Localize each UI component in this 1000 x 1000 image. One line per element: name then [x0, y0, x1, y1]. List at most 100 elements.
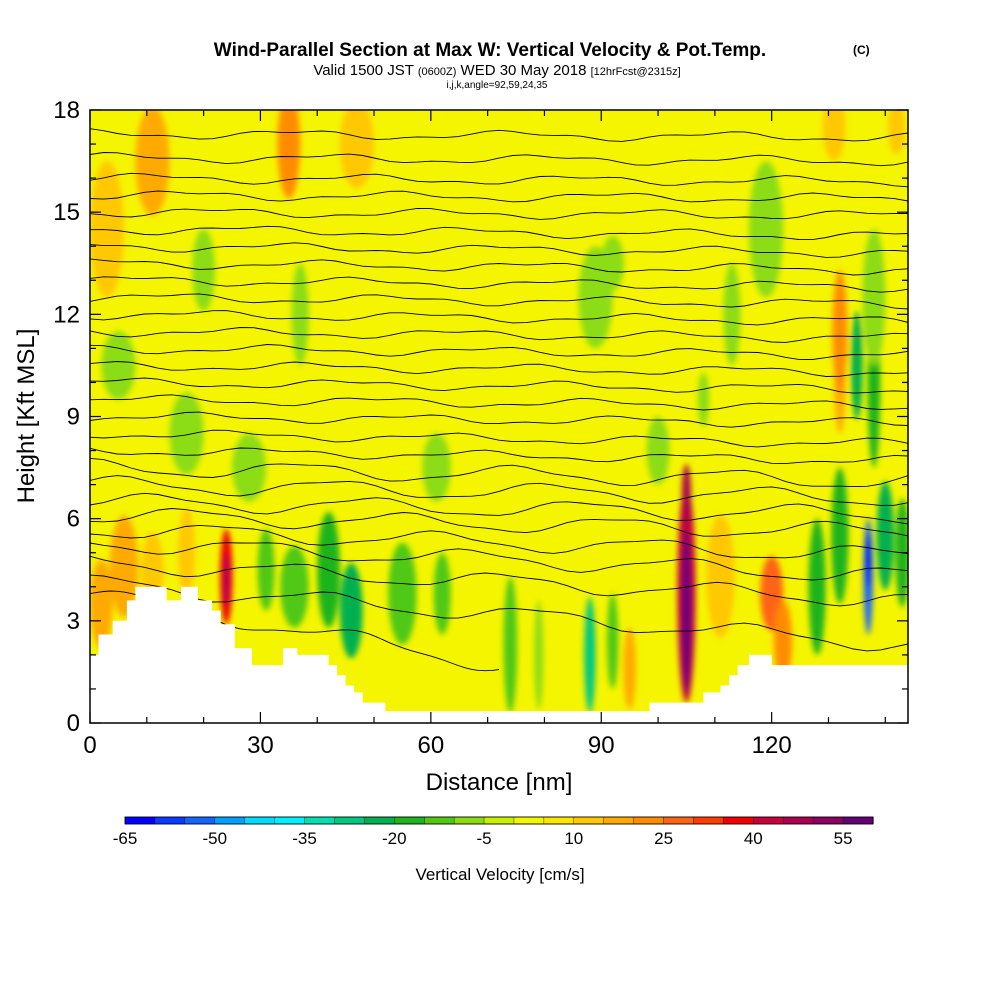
colorbar-swatch-11	[453, 816, 485, 825]
y-tick-label-12: 12	[53, 301, 80, 328]
velocity-cell-40	[601, 236, 624, 291]
velocity-cell-23	[808, 518, 826, 655]
velocity-cell-46	[169, 392, 204, 475]
x-tick-label-60: 60	[417, 732, 444, 759]
colorbar-swatch-18	[663, 816, 695, 825]
colorbar-frame	[124, 816, 874, 825]
y-tick-label-6: 6	[67, 506, 80, 533]
colorbar-swatch-13	[513, 816, 545, 825]
theta-line-16	[90, 327, 908, 343]
colorbar-swatch-1	[154, 816, 186, 825]
y-tick-label-18: 18	[53, 97, 80, 124]
theta-line-27	[90, 128, 908, 142]
velocity-cell-26	[865, 532, 872, 587]
colorbar-swatch-23	[812, 816, 844, 825]
velocity-cell-49	[422, 433, 451, 502]
colorbar-swatch-19	[693, 816, 724, 825]
velocity-cell-22	[773, 600, 793, 683]
colorbar-swatch-5	[274, 816, 306, 825]
colorbar-swatch-2	[184, 816, 216, 825]
velocity-cell-16	[623, 627, 636, 710]
theta-line-4	[90, 524, 908, 559]
colorbar-tick-label-0: -65	[113, 829, 138, 848]
velocity-cell-34	[277, 110, 301, 199]
x-axis-label: Distance [nm]	[426, 769, 573, 796]
colorbar-swatch-4	[244, 816, 276, 825]
velocity-cell-6	[280, 545, 309, 628]
theta-line-14	[90, 361, 908, 377]
velocity-cell-10	[388, 542, 417, 645]
velocity-cell-45	[822, 110, 846, 162]
theta-line-8	[90, 457, 908, 488]
velocity-cell-1	[109, 515, 139, 618]
terrain	[90, 586, 908, 723]
y-tick-label-3: 3	[67, 608, 80, 635]
velocity-cell-7	[257, 528, 275, 611]
y-tick-label-0: 0	[67, 710, 80, 737]
colorbar-swatch-0	[124, 816, 156, 825]
theta-line-18	[90, 293, 908, 310]
y-tick-label-9: 9	[67, 404, 80, 431]
velocity-cell-12	[503, 576, 518, 713]
colorbar-tick-label-8: 55	[834, 829, 853, 848]
velocity-cell-44	[888, 110, 906, 155]
theta-line-6	[90, 492, 908, 525]
y-axis-label: Height [Kft MSL]	[13, 329, 40, 504]
velocity-cell-8	[317, 511, 340, 628]
velocity-cell-36	[90, 161, 125, 298]
colorbar-tick-label-5: 10	[564, 829, 583, 848]
theta-line-17	[90, 310, 908, 326]
colorbar-swatch-12	[483, 816, 515, 825]
colorbar-swatch-7	[334, 816, 365, 825]
colorbar-tick-label-4: -5	[476, 829, 491, 848]
velocity-cell-50	[646, 416, 670, 485]
colorbar-swatch-22	[783, 816, 814, 825]
colorbar-ticks: -65 -50 -35 -20 -5 10 25 40 55	[113, 829, 853, 848]
velocity-cell-31	[832, 270, 848, 393]
velocity-cell-27	[876, 481, 894, 591]
velocity-cell-9	[339, 562, 363, 659]
theta-line-19	[90, 276, 908, 293]
theta-line-21	[90, 242, 908, 258]
x-tick-label-120: 120	[752, 732, 792, 759]
colorbar-swatch-6	[304, 816, 336, 825]
x-tick-label-0: 0	[83, 732, 96, 759]
valid-time: Valid 1500 JST (0600Z) WED 30 May 2018 […	[313, 62, 680, 79]
colorbar-swatch-20	[723, 816, 754, 825]
y-axis: 0 3 6 9 12 15 18	[53, 97, 908, 737]
velocity-cell-5	[223, 552, 230, 608]
colorbar-swatch-16	[603, 816, 635, 825]
x-tick-label-30: 30	[247, 732, 274, 759]
theta-line-22	[90, 225, 908, 241]
theta-line-24	[90, 190, 908, 203]
velocity-cell-13	[534, 600, 544, 710]
theta-line-5	[90, 508, 908, 537]
x-tick-label-90: 90	[588, 732, 615, 759]
velocity-cell-42	[723, 263, 741, 366]
velocity-cell-20	[706, 515, 735, 638]
velocity-cell-41	[748, 161, 784, 298]
velocity-cell-0	[90, 559, 113, 649]
theta-line-26	[90, 152, 908, 167]
colorbar-tick-label-2: -35	[292, 829, 317, 848]
colorbar-swatch-9	[394, 816, 425, 825]
velocity-cell-43	[862, 229, 886, 366]
colorbar-tick-label-7: 40	[744, 829, 763, 848]
velocity-cell-37	[192, 229, 215, 311]
theta-line-7	[90, 475, 908, 506]
velocity-cell-11	[433, 552, 451, 635]
theta-line-3	[90, 542, 908, 581]
theta-line-15	[90, 344, 908, 360]
theta-line-23	[90, 207, 908, 220]
velocity-cell-47	[101, 331, 136, 400]
colorbar	[124, 816, 874, 825]
theta-line-10	[90, 429, 908, 448]
velocity-cell-15	[606, 593, 619, 689]
velocity-cell-24	[831, 467, 849, 604]
plot-area	[90, 110, 908, 723]
colorbar-swatch-3	[214, 816, 246, 825]
grid-indices: i,j,k,angle=92,59,24,35	[447, 80, 548, 91]
theta-line-11	[90, 411, 908, 428]
colorbar-tick-label-1: -50	[203, 829, 228, 848]
